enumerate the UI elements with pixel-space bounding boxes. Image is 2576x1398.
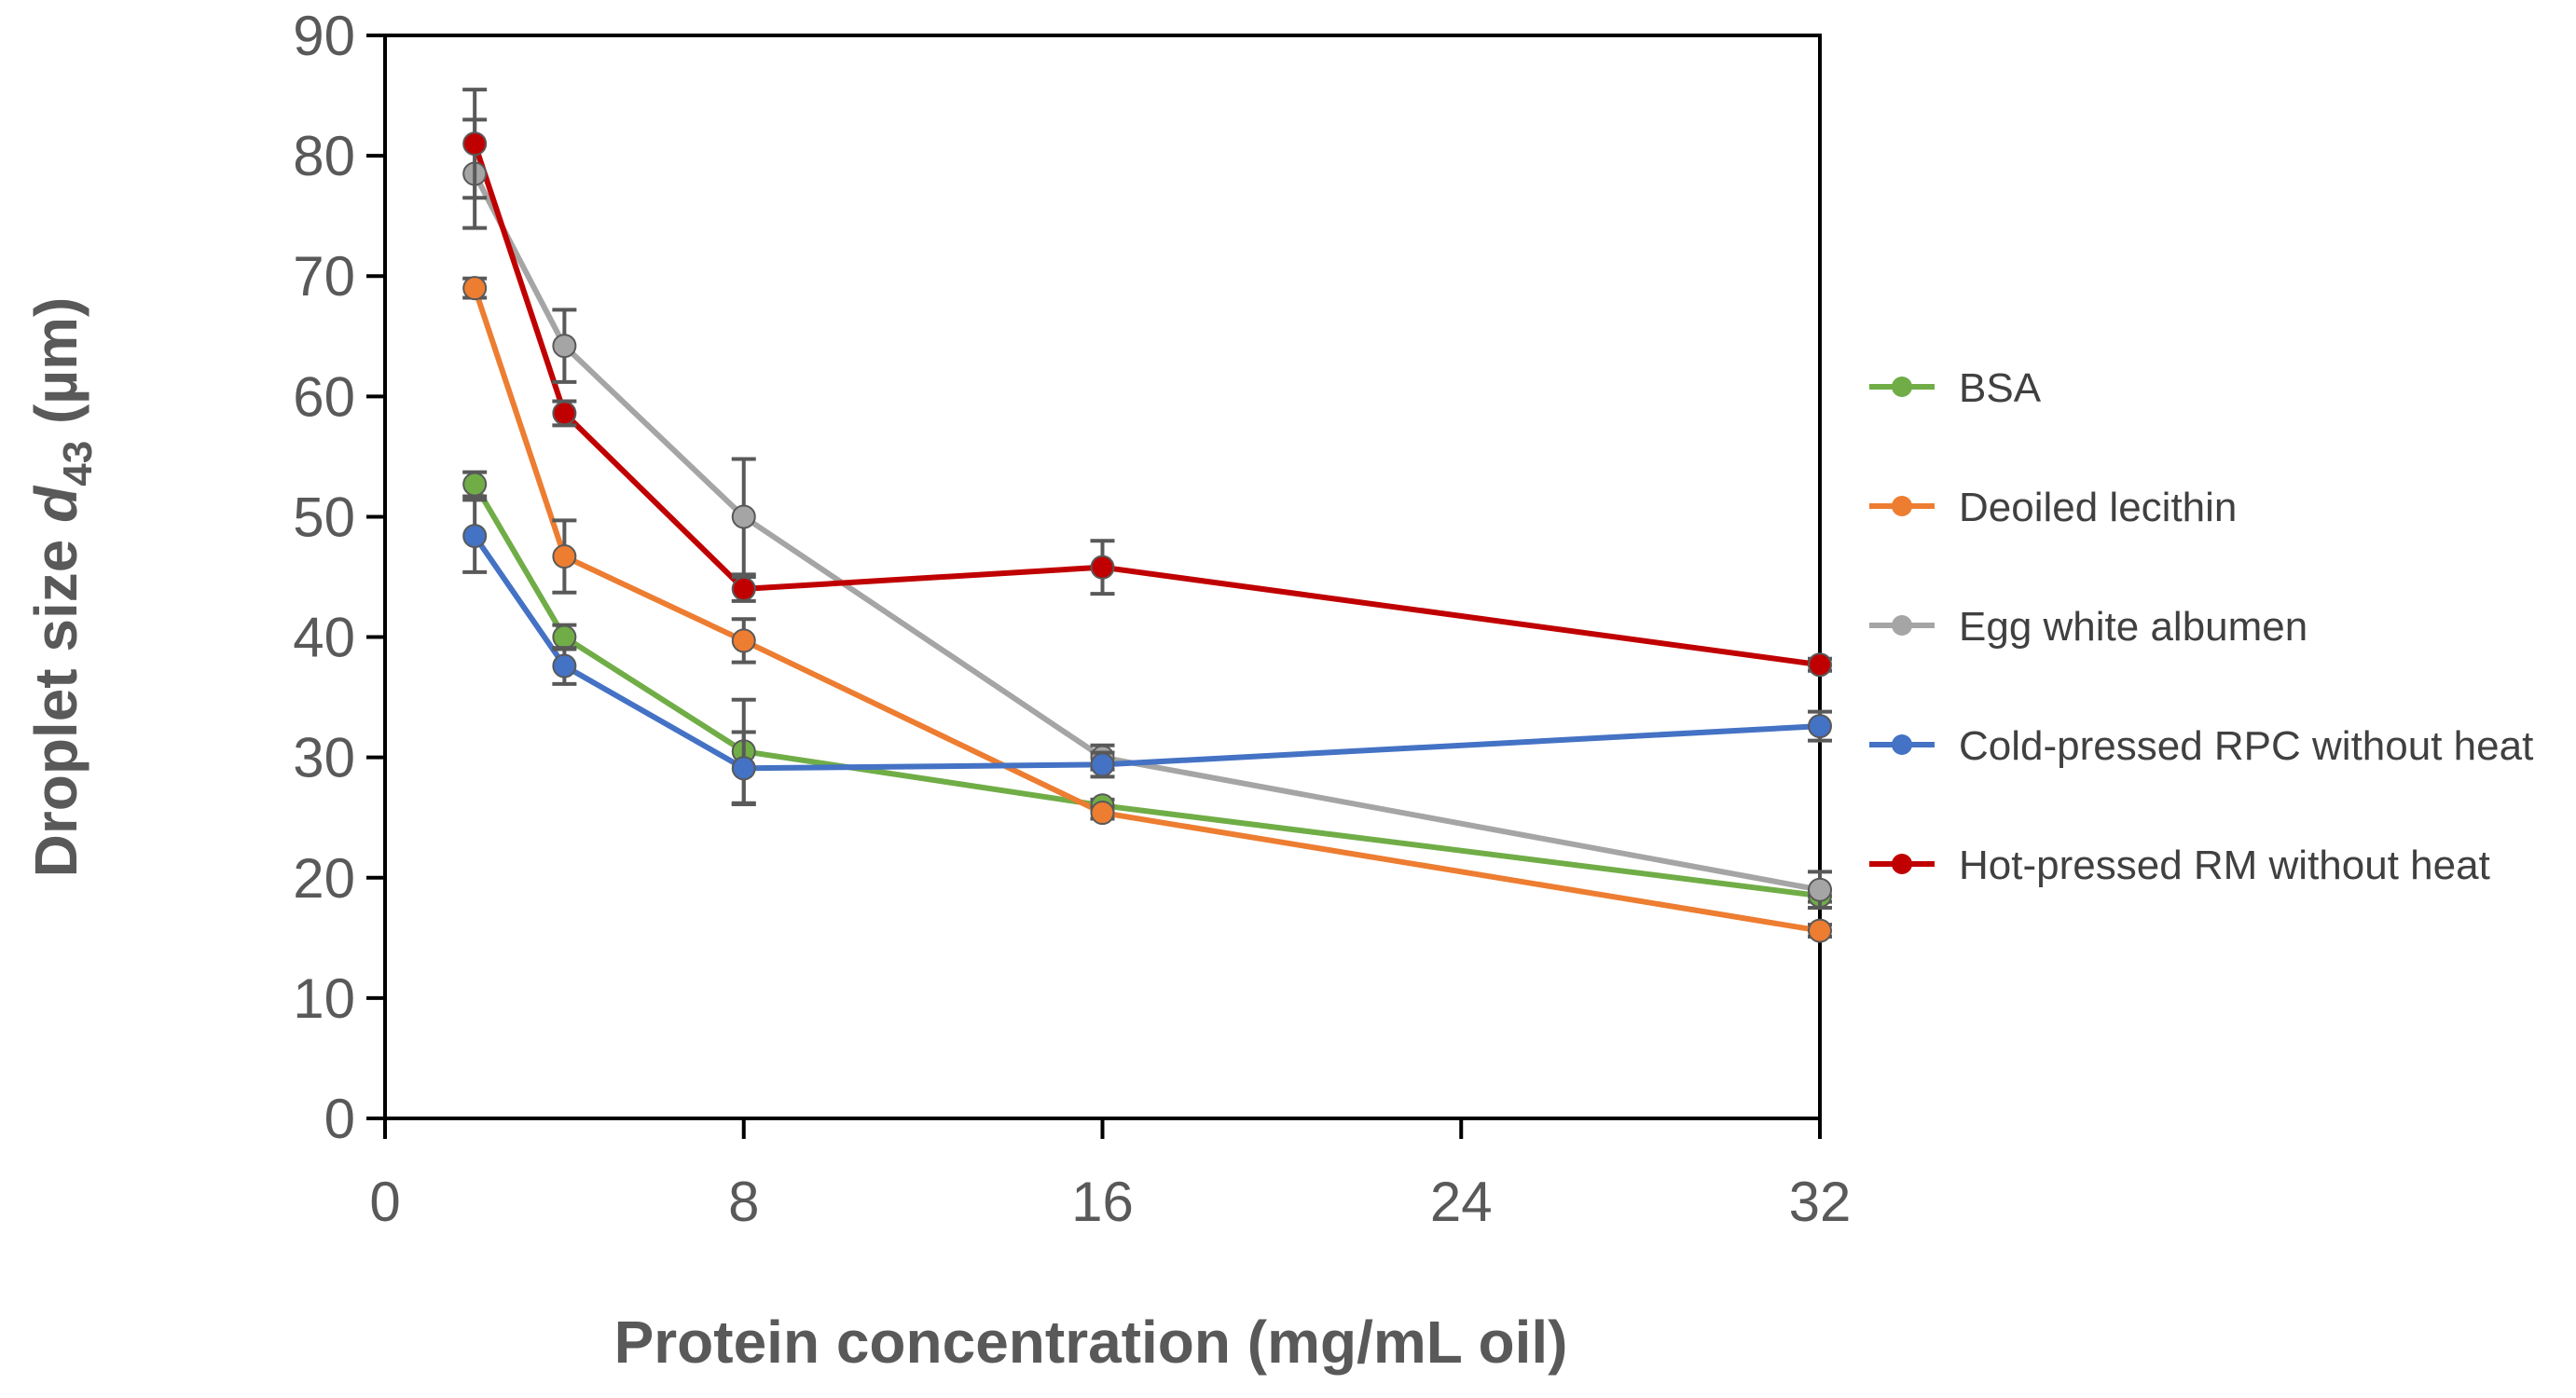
series-line-5 (472, 143, 1821, 668)
data-point (552, 401, 577, 426)
data-point (1090, 555, 1115, 580)
series-line-2 (472, 287, 1821, 934)
data-point (462, 524, 488, 549)
legend-swatch-marker (1892, 854, 1912, 874)
y-axis-title-prefix: Droplet size (22, 523, 90, 878)
y-tick-label: 60 (293, 365, 355, 428)
x-tick-label: 8 (728, 1171, 759, 1233)
legend-item-1: BSA (1869, 365, 2042, 411)
y-tick-label: 80 (293, 125, 355, 187)
axes-group (366, 34, 1822, 1139)
legend-label: Deoiled lecithin (1959, 485, 2237, 530)
y-axis-title: Droplet size d43 (µm) (22, 297, 101, 878)
series-line-3 (472, 172, 1821, 893)
legend-item-3: Egg white albumen (1869, 604, 2307, 650)
data-point (1090, 752, 1115, 777)
data-point (552, 334, 577, 359)
y-axis-title-symbol: d (22, 485, 90, 523)
data-point (1808, 877, 1832, 902)
data-point (462, 472, 488, 497)
tick-labels-group: 0 10 20 30 40 50 60 70 80 90 0 8 16 24 32 (293, 5, 1851, 1233)
legend-label: Hot-pressed RM without heat (1959, 843, 2490, 888)
data-point (1090, 801, 1115, 826)
data-point (552, 544, 577, 569)
data-point (731, 576, 756, 601)
legend-item-5: Hot-pressed RM without heat (1869, 843, 2490, 888)
data-point (462, 131, 488, 157)
legend-group: BSA Deoiled lecithin Egg white albumen Cold… (1869, 365, 2533, 888)
series-marks-1 (462, 470, 1832, 909)
series-marks-2 (462, 276, 1832, 943)
legend-label: BSA (1959, 365, 2042, 411)
legend-swatch-marker (1892, 496, 1912, 516)
legend-swatch-marker (1892, 615, 1912, 636)
y-tick-label: 10 (293, 967, 355, 1030)
legend-item-2: Deoiled lecithin (1869, 485, 2237, 530)
y-axis-title-suffix: (µm) (22, 297, 90, 441)
series-marks-5 (462, 88, 1832, 678)
y-tick-label: 50 (293, 486, 355, 548)
legend-swatch-marker (1892, 377, 1912, 397)
data-point (552, 653, 577, 678)
data-point (552, 624, 577, 650)
legend-label: Egg white albumen (1959, 604, 2307, 650)
data-point (462, 276, 488, 301)
data-point (731, 756, 756, 781)
legend-swatch-marker (1892, 734, 1912, 755)
series-group (462, 88, 1832, 943)
x-tick-label: 16 (1071, 1171, 1134, 1233)
y-tick-label: 30 (293, 727, 355, 789)
x-tick-label: 0 (369, 1171, 400, 1233)
y-tick-label: 20 (293, 847, 355, 910)
y-tick-label: 0 (324, 1088, 355, 1150)
series-marks-4 (462, 498, 1832, 807)
y-tick-label: 40 (293, 607, 355, 669)
x-tick-label: 24 (1430, 1171, 1493, 1233)
x-axis-title: Protein concentration (mg/mL oil) (614, 1309, 1568, 1376)
data-point (1808, 714, 1832, 739)
y-tick-label: 90 (293, 5, 355, 67)
data-point (1808, 918, 1832, 943)
data-point (731, 504, 756, 529)
y-axis-title-subscript: 43 (55, 441, 101, 487)
y-tick-label: 70 (293, 245, 355, 308)
x-tick-label: 32 (1789, 1171, 1852, 1233)
legend-label: Cold-pressed RPC without heat (1959, 723, 2533, 769)
series-line-1 (472, 483, 1821, 899)
legend-item-4: Cold-pressed RPC without heat (1869, 723, 2533, 769)
data-point (731, 628, 756, 653)
data-point (1808, 652, 1832, 678)
